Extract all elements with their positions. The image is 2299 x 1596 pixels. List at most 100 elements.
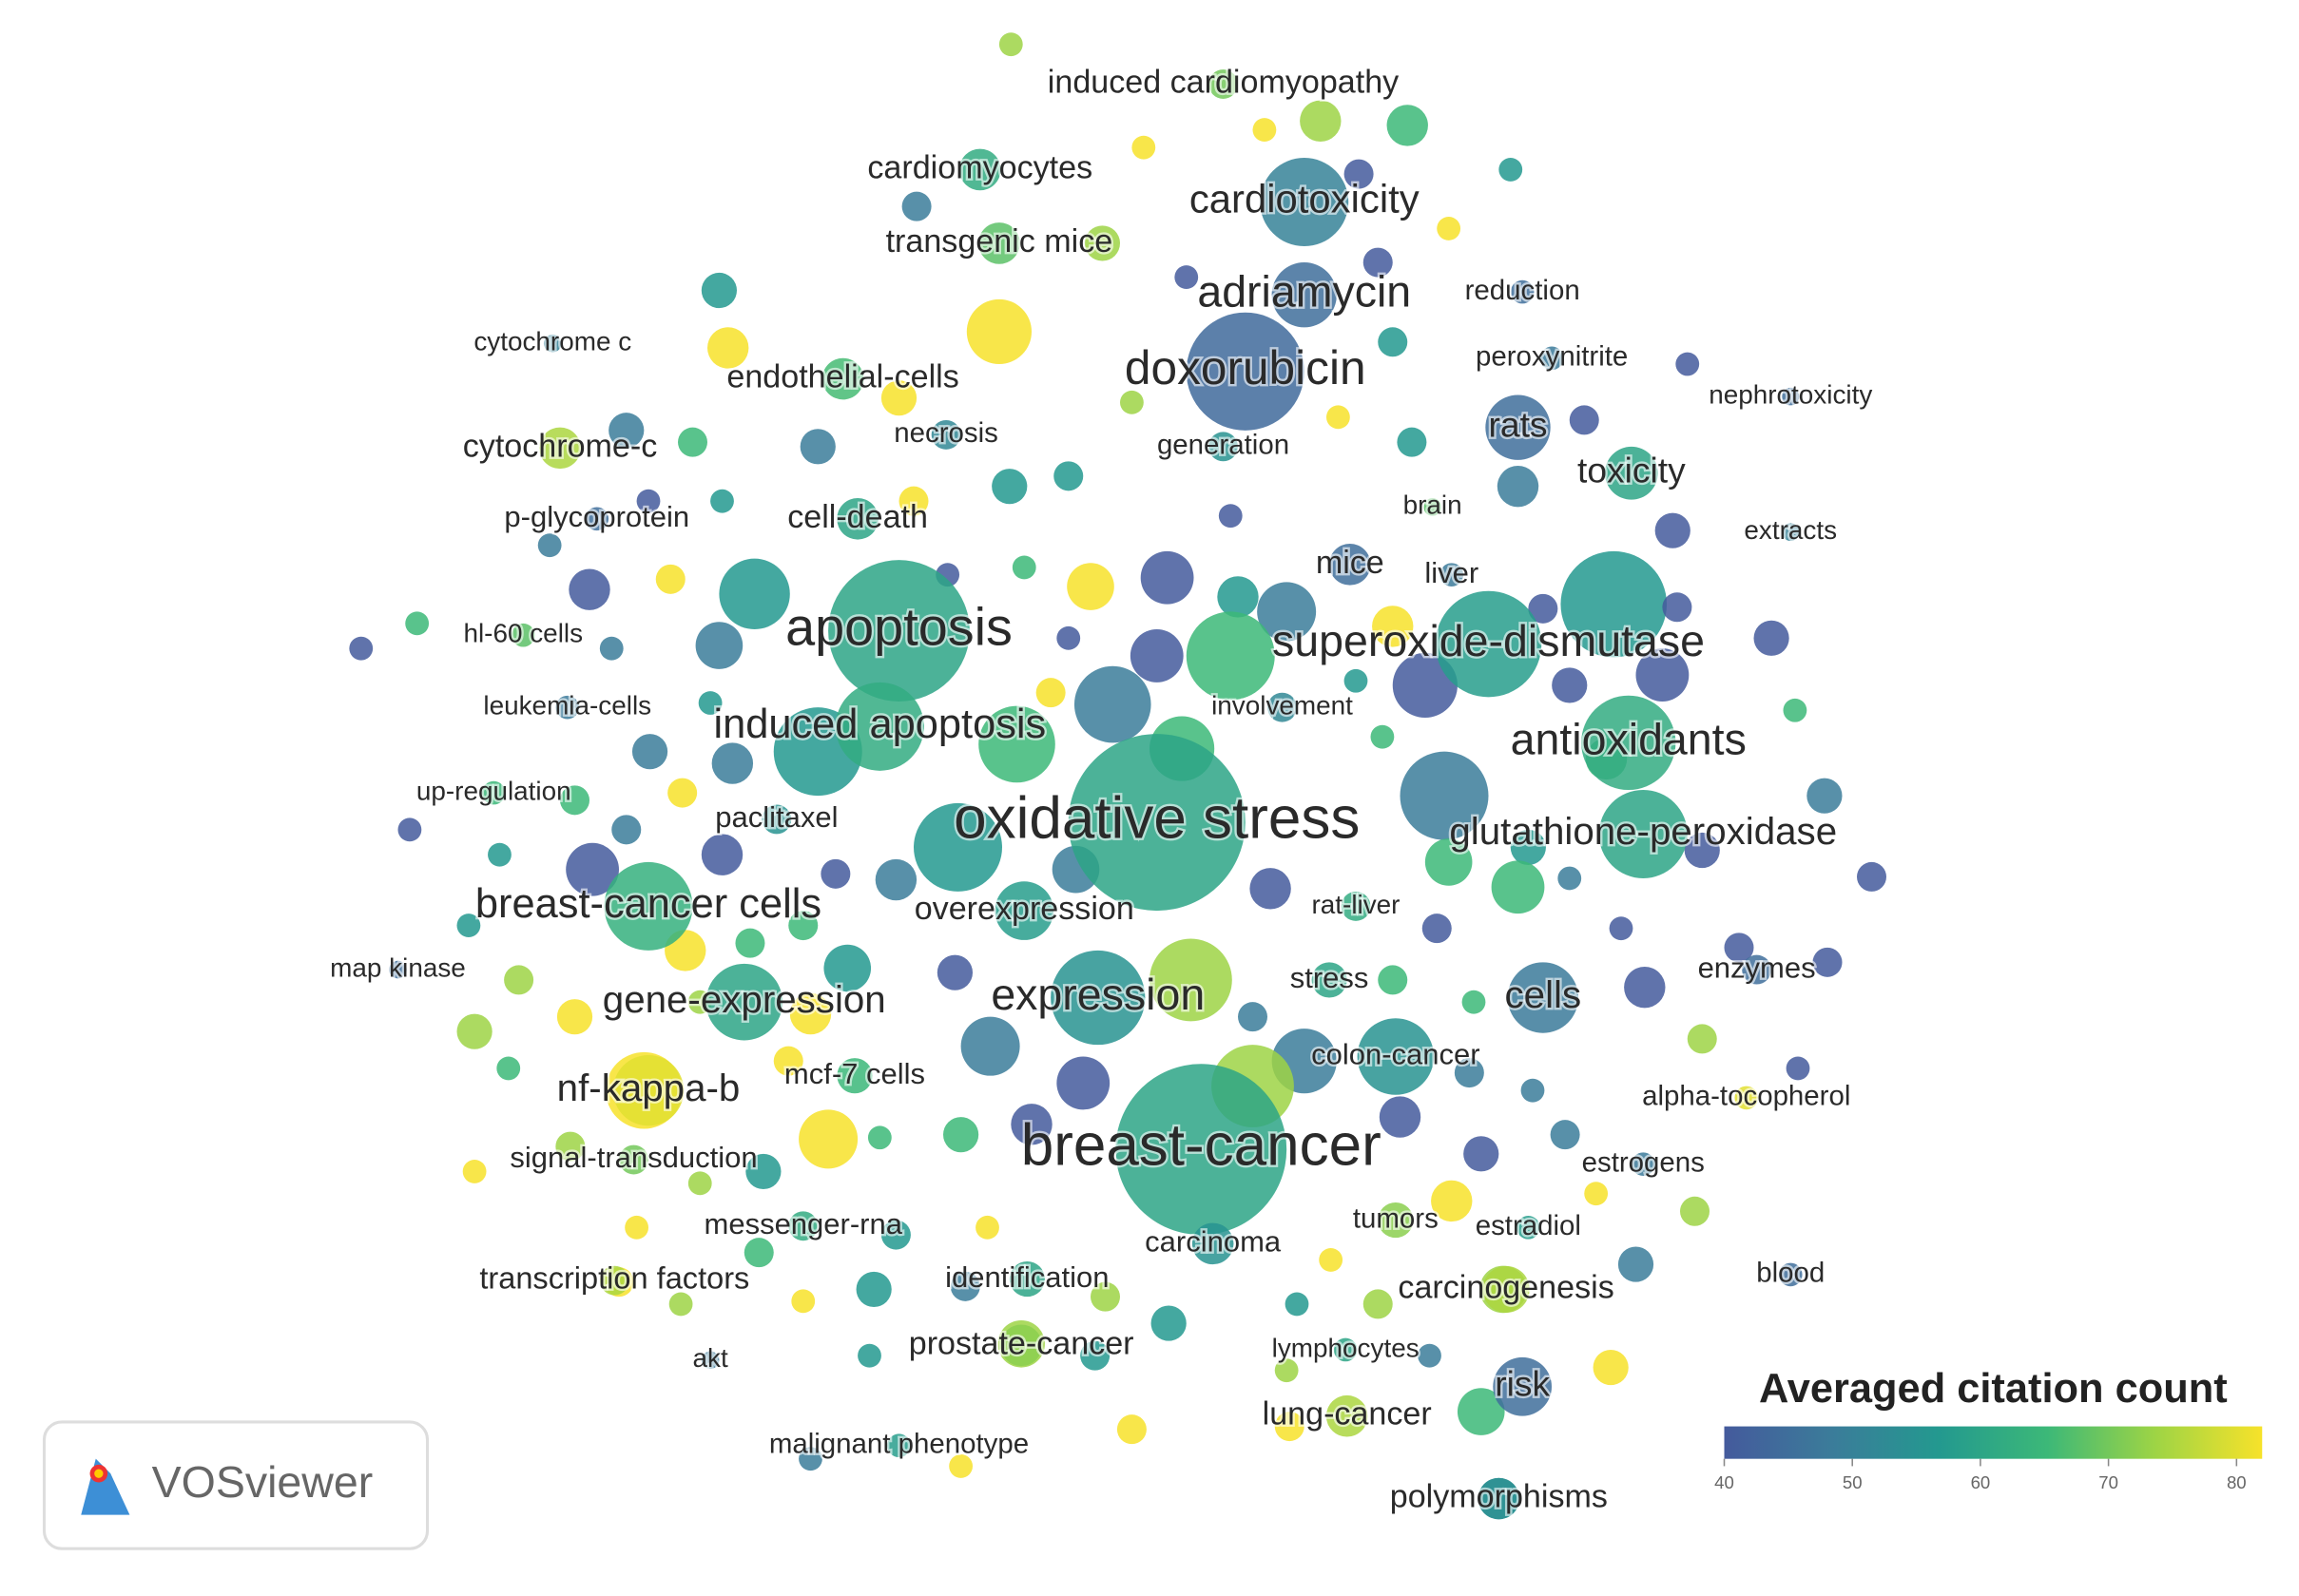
node-label: reduction (1465, 275, 1580, 306)
background-bubble (560, 785, 589, 816)
background-bubble (1684, 832, 1720, 869)
background-bubble (1120, 390, 1144, 414)
node-label: superoxide-dismutase (1272, 616, 1705, 665)
node (958, 148, 1001, 191)
background-bubble (1392, 652, 1458, 719)
node-label: doxorubicin (1125, 341, 1366, 394)
background-bubble (1654, 512, 1690, 548)
background-bubble (1421, 913, 1452, 944)
node-label: mcf-7 cells (784, 1057, 925, 1090)
background-bubble (1552, 667, 1588, 703)
node-label: estradiol (1476, 1210, 1581, 1241)
node-label: nf-kappa-b (557, 1067, 741, 1109)
background-bubble (701, 834, 744, 875)
node (1333, 1337, 1358, 1362)
node (1510, 279, 1535, 304)
background-bubble (710, 489, 734, 513)
node-label: messenger-rna (705, 1207, 903, 1240)
node (995, 881, 1054, 940)
background-bubble (1431, 1180, 1473, 1222)
node (788, 1211, 819, 1241)
background-bubble (504, 965, 534, 995)
node (1439, 563, 1464, 586)
node (705, 963, 783, 1041)
background-bubble (1424, 838, 1473, 886)
background-bubble (937, 954, 973, 990)
background-bubble (901, 191, 932, 221)
node (1325, 1394, 1368, 1437)
node-label: generation (1157, 430, 1289, 461)
background-bubble (1400, 751, 1489, 840)
background-bubble (1397, 427, 1427, 457)
node-label: stress (1290, 961, 1369, 994)
background-bubble (992, 469, 1028, 505)
node-label: induced apoptosis (713, 702, 1046, 747)
node (1781, 523, 1800, 542)
background-bubble (1457, 1388, 1505, 1435)
background-bubble (655, 564, 686, 594)
node (1734, 1086, 1759, 1110)
node-label: alpha-tocopherol (1642, 1081, 1850, 1112)
node (585, 507, 609, 531)
background-bubble (789, 992, 832, 1035)
background-bubble (1680, 1196, 1710, 1226)
background-bubble (349, 636, 374, 661)
node (1781, 387, 1800, 406)
node (599, 1265, 629, 1296)
background-bubble (950, 1271, 980, 1301)
background-bubble (858, 1343, 881, 1368)
node-label: toxicity (1577, 451, 1686, 490)
background-bubble (1418, 1343, 1441, 1368)
background-bubble (631, 734, 668, 770)
node (828, 560, 970, 702)
node-label: brain (1403, 490, 1462, 520)
background-bubble (1753, 620, 1789, 656)
background-bubble (1786, 1056, 1810, 1081)
node (1604, 446, 1658, 500)
background-bubble (1319, 1248, 1343, 1272)
background-bubble (707, 327, 749, 369)
background-bubble (1662, 592, 1692, 623)
background-bubble (1091, 1281, 1120, 1312)
background-bubble (1218, 504, 1243, 529)
background-bubble (405, 611, 430, 636)
node (1267, 692, 1297, 722)
node (1482, 1265, 1530, 1314)
colorbar-tick-label: 80 (2227, 1472, 2247, 1492)
node (1260, 158, 1349, 247)
node-label: necrosis (894, 417, 998, 449)
background-bubble (667, 778, 698, 808)
background-bubble (1724, 933, 1754, 963)
background-bubble (556, 999, 593, 1035)
background-bubble (1274, 1358, 1299, 1383)
node (604, 861, 693, 951)
node (1742, 954, 1772, 985)
background-bubble (1593, 1349, 1629, 1386)
node-label: leukemia-cells (483, 691, 651, 721)
background-bubble (1174, 265, 1199, 289)
node-label: risk (1495, 1364, 1550, 1404)
background-bubble (880, 1220, 911, 1250)
node-label: lung-cancer (1263, 1396, 1432, 1433)
background-bubble (744, 1238, 774, 1268)
background-bubble (1053, 461, 1084, 491)
colorbar-tick-label: 70 (2098, 1472, 2118, 1492)
background-bubble (1238, 1002, 1267, 1032)
background-bubble (1461, 990, 1486, 1014)
background-bubble (799, 1109, 859, 1169)
node-label: malignant phenotype (769, 1429, 1029, 1460)
background-bubble (1557, 866, 1582, 891)
node (539, 427, 581, 470)
background-bubble (1806, 778, 1843, 814)
node-label: map kinase (330, 952, 466, 982)
background-bubble (569, 568, 610, 610)
node-label: prostate-cancer (909, 1325, 1134, 1361)
node-label: cardiotoxicity (1189, 177, 1420, 221)
background-bubble (867, 1125, 892, 1150)
background-bubble (976, 1215, 999, 1240)
node (701, 1351, 720, 1370)
node (555, 695, 580, 720)
node (1051, 950, 1146, 1046)
background-bubble (1454, 1058, 1484, 1088)
node-label: apoptosis (785, 596, 1013, 656)
